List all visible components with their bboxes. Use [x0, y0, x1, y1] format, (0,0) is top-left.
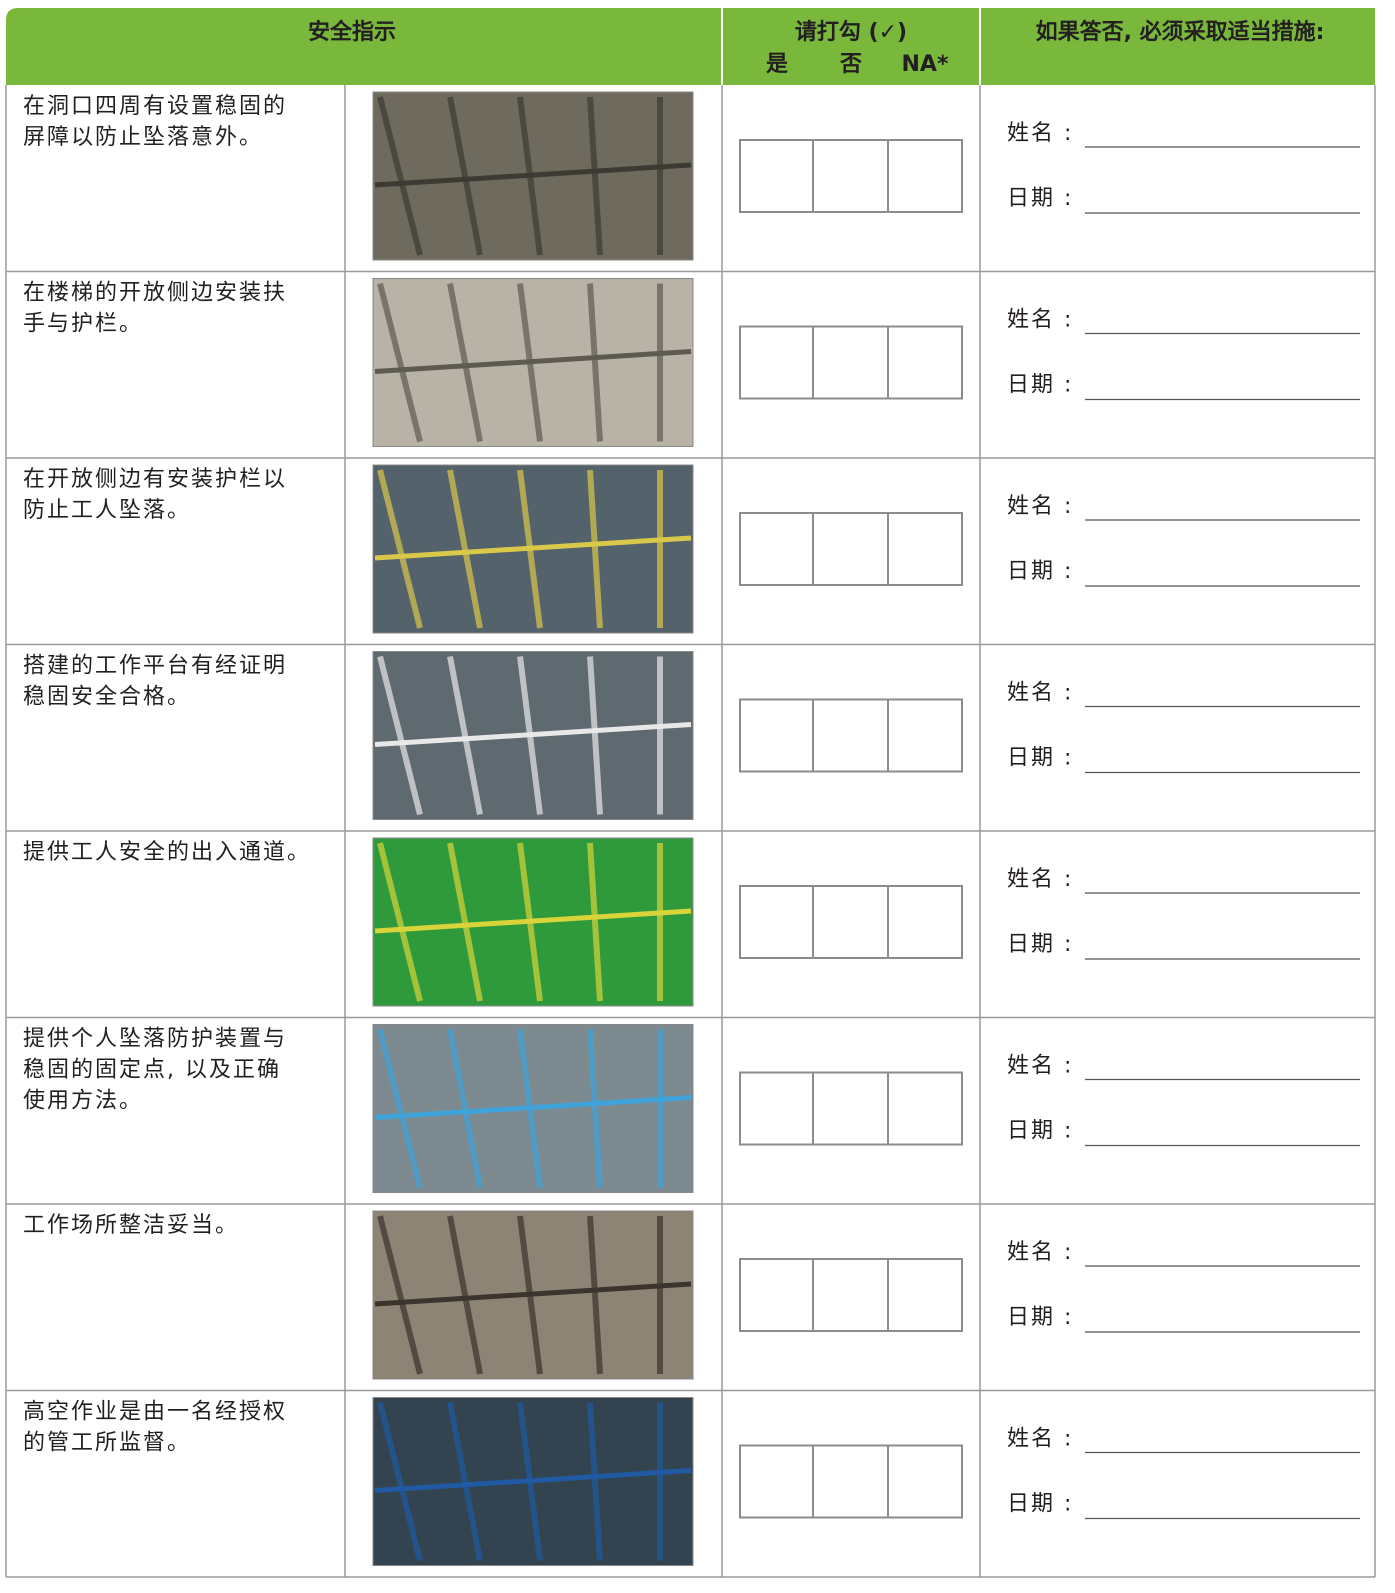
field-label: 姓名 :	[1007, 681, 1073, 706]
instruction-text: 在楼梯的开放侧边安装扶	[23, 281, 287, 306]
photo-detail	[374, 535, 692, 561]
checkbox-group	[739, 885, 963, 959]
field-label: 姓名 :	[1007, 1240, 1073, 1265]
checkbox-group	[739, 325, 963, 400]
field-label: 日期 :	[1007, 373, 1073, 398]
photo-detail	[374, 908, 692, 934]
photo-detail	[447, 655, 483, 816]
photo-detail	[587, 96, 603, 256]
checkbox-group	[739, 1258, 963, 1332]
photo-detail	[377, 96, 423, 256]
instruction-text: 防止工人坠落。	[23, 498, 191, 523]
photo-detail	[447, 96, 483, 256]
instruction-text: 提供个人坠落防护装置与	[23, 1027, 287, 1052]
field-label: 姓名 :	[1007, 121, 1073, 146]
instruction-text: 使用方法。	[23, 1089, 143, 1114]
photo-detail	[374, 1095, 692, 1120]
field-label: 日期 :	[1007, 932, 1073, 957]
photo-detail	[377, 842, 423, 1002]
instruction-text: 的管工所监督。	[23, 1431, 191, 1456]
checkbox-group	[739, 698, 963, 773]
field-label: 姓名 :	[1007, 867, 1073, 892]
photo-detail	[587, 1029, 603, 1188]
field-label: 日期 :	[1007, 186, 1073, 211]
instruction-text: 在洞口四周有设置稳固的	[23, 94, 287, 119]
photo-detail	[587, 1402, 603, 1561]
photo-detail	[447, 1028, 483, 1189]
field-label: 姓名 :	[1007, 1427, 1073, 1452]
photo-detail	[377, 282, 423, 443]
instruction-text: 工作场所整洁妥当。	[23, 1213, 239, 1238]
header-text: 请打勾 (✓)	[795, 19, 907, 45]
header-bar	[6, 8, 1375, 85]
photo-detail	[447, 842, 483, 1002]
photo-detail	[587, 283, 603, 442]
header-text: 安全指示	[308, 19, 396, 45]
instruction-text: 搭建的工作平台有经证明	[23, 654, 287, 679]
photo-detail	[374, 162, 692, 188]
photo-detail	[587, 656, 603, 815]
field-label: 日期 :	[1007, 1492, 1073, 1517]
field-label: 日期 :	[1007, 559, 1073, 584]
photo-detail	[447, 282, 483, 443]
photo-detail	[447, 1401, 483, 1562]
photo-detail	[374, 722, 692, 747]
header-option: NA*	[902, 52, 949, 77]
photo-detail	[377, 1028, 423, 1189]
header-text: 如果答否, 必须采取适当措施:	[1036, 19, 1325, 45]
field-label: 姓名 :	[1007, 308, 1073, 333]
photo-detail	[587, 842, 603, 1002]
instruction-text: 手与护栏。	[23, 312, 143, 337]
instruction-text: 在开放侧边有安装护栏以	[23, 467, 287, 492]
photo-detail	[377, 1215, 423, 1375]
field-label: 日期 :	[1007, 1119, 1073, 1144]
photo-detail	[374, 349, 692, 374]
photo-detail	[587, 469, 603, 629]
instruction-text: 稳固的固定点, 以及正确	[23, 1058, 281, 1083]
instruction-text: 提供工人安全的出入通道。	[23, 840, 311, 865]
field-label: 姓名 :	[1007, 494, 1073, 519]
photo-detail	[374, 1468, 692, 1493]
photo-detail	[374, 1281, 692, 1307]
header-option: 是	[766, 52, 788, 77]
instruction-text: 屏障以防止坠落意外。	[23, 125, 263, 150]
photo-detail	[377, 469, 423, 629]
header-option: 否	[839, 52, 862, 77]
photo-detail	[377, 1401, 423, 1562]
field-label: 日期 :	[1007, 1305, 1073, 1330]
photo-detail	[377, 655, 423, 816]
checkbox-group	[739, 139, 963, 213]
field-label: 姓名 :	[1007, 1054, 1073, 1079]
photo-detail	[447, 1215, 483, 1375]
photo-detail	[447, 469, 483, 629]
checkbox-group	[739, 512, 963, 586]
instruction-text: 高空作业是由一名经授权	[23, 1400, 287, 1425]
instruction-text: 稳固安全合格。	[23, 685, 191, 710]
checkbox-group	[739, 1444, 963, 1519]
photo-detail	[587, 1215, 603, 1375]
photo	[372, 837, 694, 1007]
field-label: 日期 :	[1007, 746, 1073, 771]
checkbox-group	[739, 1071, 963, 1146]
